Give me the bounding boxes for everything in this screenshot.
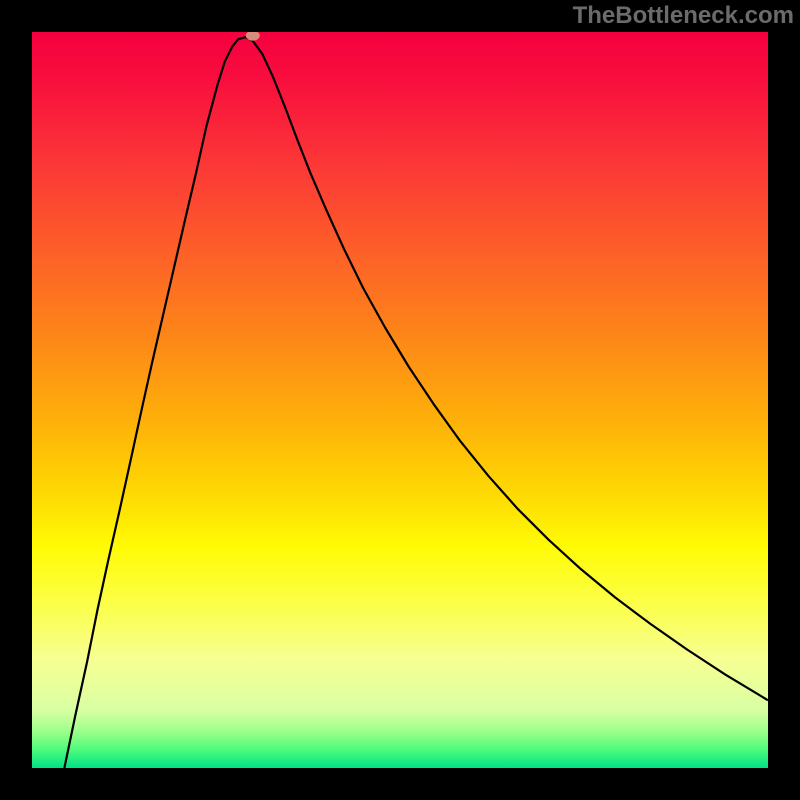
plot-area bbox=[32, 32, 768, 768]
watermark-label: TheBottleneck.com bbox=[573, 2, 794, 30]
bottleneck-curve bbox=[64, 37, 768, 768]
curve-layer bbox=[32, 32, 768, 768]
